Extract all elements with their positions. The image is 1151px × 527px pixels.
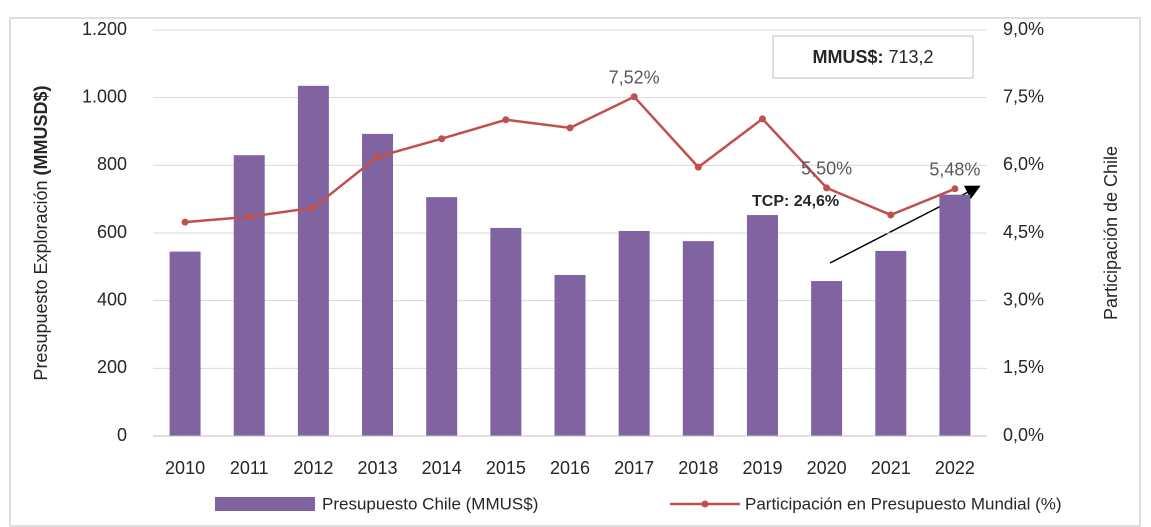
y2-tick-label: 0,0% [1003,425,1044,445]
bar [233,155,265,436]
line-marker [758,115,766,123]
x-tick-label: 2019 [742,458,782,478]
annotation-label: MMUS$: [812,47,883,67]
y-tick-label: 0 [117,425,127,445]
legend-swatch [215,497,315,511]
legend-label: Presupuesto Chile (MMUS$) [322,494,538,513]
y2-tick-label: 9,0% [1003,19,1044,39]
bar [554,274,586,436]
bar [618,230,650,436]
bar [297,85,329,436]
bar [362,133,394,436]
bar [746,215,778,436]
line-marker [181,218,189,226]
y-tick-label: 1.200 [82,19,127,39]
y-tick-label: 1.000 [82,86,127,106]
y-tick-label: 800 [97,154,127,174]
x-tick-label: 2017 [614,458,654,478]
x-tick-label: 2018 [678,458,718,478]
bar [875,250,907,436]
line-marker [374,153,382,161]
line-marker [630,93,638,101]
data-label: 7,52% [609,68,660,88]
data-label: 5,50% [801,159,852,179]
annotation-text: MMUS$: 713,2 [812,47,933,67]
bar [939,194,971,436]
x-tick-label: 2020 [807,458,847,478]
legend-swatch-marker [701,500,709,508]
x-tick-label: 2010 [165,458,205,478]
bar [490,227,522,436]
x-tick-label: 2016 [550,458,590,478]
line-marker [951,185,959,193]
y2-tick-label: 7,5% [1003,86,1044,106]
bar [169,251,201,436]
x-tick-label: 2015 [486,458,526,478]
y-axis-title-part: (MMUSD$) [31,85,51,175]
y2-tick-label: 3,0% [1003,289,1044,309]
y-tick-label: 400 [97,289,127,309]
x-tick-label: 2013 [358,458,398,478]
legend-label: Participación en Presupuesto Mundial (%) [745,494,1062,513]
line-marker [309,204,317,212]
x-tick-label: 2022 [935,458,975,478]
line-marker [823,184,831,192]
x-tick-label: 2011 [230,458,269,478]
line-marker [502,116,510,124]
y-tick-label: 600 [97,222,127,242]
bar [682,241,714,436]
line-marker [694,163,702,171]
y2-axis-title: Participación de Chile [1101,146,1121,320]
y-tick-label: 200 [97,357,127,377]
y-axis-title-part: Presupuesto Exploración [31,175,51,380]
y-axis-title: Presupuesto Exploración (MMUSD$) [31,85,51,380]
y2-tick-label: 4,5% [1003,222,1044,242]
x-tick-label: 2012 [293,458,333,478]
annotation-box [772,35,974,79]
x-tick-label: 2021 [871,458,911,478]
line-marker [438,135,446,143]
x-tick-label: 2014 [422,458,462,478]
y2-tick-label: 1,5% [1003,357,1044,377]
bar [811,281,843,436]
data-label: 5,48% [929,160,980,180]
growth-annotation: TCP: 24,6% [752,193,839,210]
line-marker [887,211,895,219]
annotation-value: 713,2 [888,47,933,67]
bar [426,197,458,436]
line-marker [245,213,253,221]
y2-tick-label: 6,0% [1003,154,1044,174]
line-marker [566,124,574,132]
